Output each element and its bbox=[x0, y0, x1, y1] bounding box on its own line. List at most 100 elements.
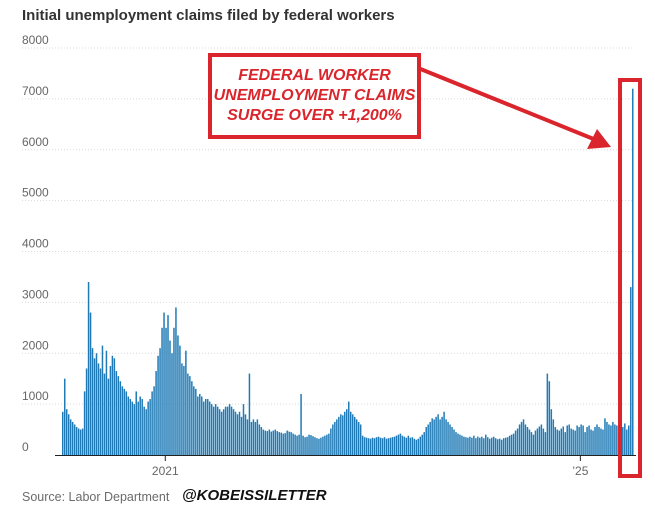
bar bbox=[570, 428, 572, 455]
bar bbox=[630, 287, 632, 455]
bar bbox=[197, 396, 199, 455]
bar bbox=[516, 428, 519, 455]
bar bbox=[226, 406, 229, 455]
bar bbox=[552, 419, 555, 455]
bar bbox=[274, 429, 276, 455]
bar bbox=[566, 425, 568, 455]
bar bbox=[264, 430, 267, 455]
grid-lines bbox=[22, 47, 634, 405]
bar bbox=[588, 425, 590, 455]
bar bbox=[206, 399, 209, 455]
bar bbox=[326, 434, 328, 455]
callout-line-2: UNEMPLOYMENT CLAIMS bbox=[213, 87, 416, 104]
bar bbox=[242, 404, 245, 456]
bar bbox=[270, 431, 273, 455]
bar bbox=[576, 425, 578, 455]
bar bbox=[560, 428, 562, 455]
bar bbox=[610, 425, 612, 455]
bar bbox=[471, 437, 473, 455]
bar bbox=[459, 434, 461, 455]
bar bbox=[381, 438, 384, 455]
bar bbox=[187, 373, 189, 455]
bar bbox=[461, 435, 463, 455]
bar bbox=[69, 419, 72, 455]
bar bbox=[252, 419, 255, 455]
bar bbox=[91, 348, 94, 455]
bar bbox=[318, 438, 320, 455]
bar bbox=[256, 419, 259, 455]
y-tick-label: 1000 bbox=[22, 389, 49, 403]
bar bbox=[218, 409, 221, 455]
bar bbox=[449, 424, 451, 455]
bar bbox=[524, 424, 527, 455]
bar bbox=[498, 438, 501, 455]
bar bbox=[310, 435, 312, 455]
arrow-shaft bbox=[417, 66, 597, 142]
bar bbox=[433, 419, 435, 455]
bar bbox=[260, 427, 263, 455]
x-tick-label: ’25 bbox=[572, 464, 588, 478]
bar bbox=[262, 429, 265, 455]
bar bbox=[492, 436, 495, 455]
bar bbox=[121, 386, 124, 455]
bar bbox=[586, 427, 588, 455]
bar bbox=[298, 434, 300, 455]
bar bbox=[244, 414, 247, 455]
bar bbox=[421, 434, 423, 455]
bar bbox=[628, 425, 630, 455]
bar bbox=[191, 381, 193, 455]
bar bbox=[149, 399, 151, 455]
bar bbox=[465, 437, 467, 455]
x-axis: 2021 ’25 bbox=[55, 455, 636, 478]
bar bbox=[238, 411, 241, 455]
callout-line-1: FEDERAL WORKER bbox=[238, 67, 391, 84]
bar bbox=[312, 436, 314, 455]
bar bbox=[361, 435, 364, 455]
bar bbox=[379, 437, 382, 455]
bar bbox=[272, 430, 275, 455]
bar bbox=[504, 437, 507, 455]
bar bbox=[322, 436, 324, 455]
x-tick-label: 2021 bbox=[152, 464, 179, 478]
bar bbox=[526, 427, 529, 455]
bar bbox=[397, 434, 400, 455]
bar bbox=[473, 435, 475, 455]
bar bbox=[391, 437, 394, 455]
y-tick-label: 2000 bbox=[22, 338, 49, 352]
bar bbox=[62, 411, 64, 455]
highlight-box bbox=[618, 78, 643, 478]
bar bbox=[520, 421, 523, 455]
bar bbox=[282, 433, 284, 455]
bar bbox=[554, 427, 557, 455]
bar bbox=[590, 429, 592, 455]
bar bbox=[286, 430, 288, 455]
bar bbox=[306, 436, 308, 455]
bar bbox=[614, 424, 616, 455]
bar bbox=[349, 411, 352, 455]
bar bbox=[127, 396, 130, 455]
bar bbox=[167, 315, 169, 455]
bar bbox=[222, 409, 225, 455]
bar bbox=[532, 434, 535, 455]
bar bbox=[248, 373, 251, 455]
bar bbox=[300, 393, 302, 455]
bar bbox=[308, 434, 310, 455]
bar bbox=[483, 438, 485, 455]
bar bbox=[97, 363, 100, 455]
bar bbox=[544, 432, 547, 455]
bar bbox=[189, 376, 191, 455]
bar bbox=[550, 409, 553, 455]
bar bbox=[340, 414, 342, 455]
bar bbox=[592, 430, 594, 455]
bar bbox=[383, 437, 386, 455]
bar bbox=[622, 427, 624, 455]
bar bbox=[542, 428, 545, 455]
y-tick-label: 8000 bbox=[22, 33, 49, 47]
bar bbox=[210, 404, 213, 456]
bar bbox=[558, 430, 561, 455]
bar bbox=[616, 425, 618, 455]
bar bbox=[193, 386, 195, 455]
bar bbox=[155, 371, 157, 455]
bar bbox=[125, 391, 128, 455]
